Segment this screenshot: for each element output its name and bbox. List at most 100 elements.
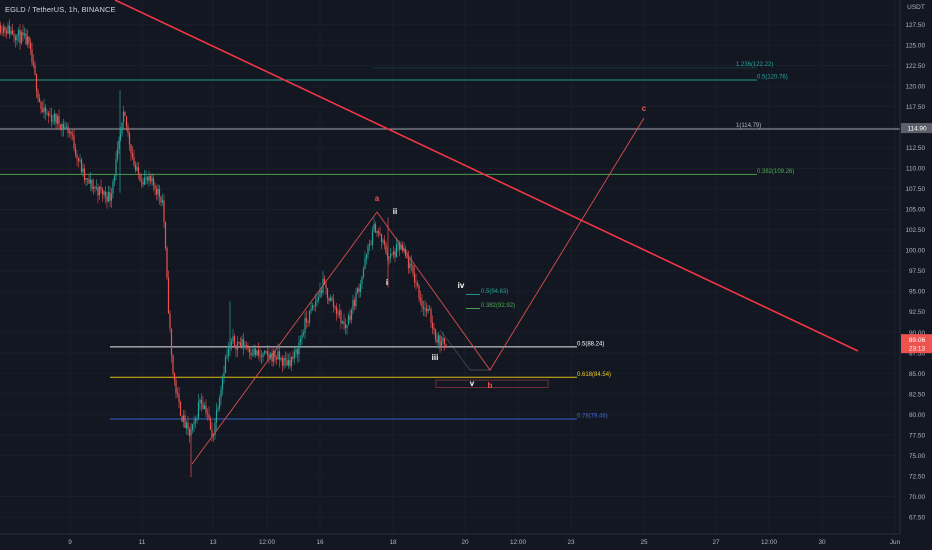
candle-body — [223, 372, 225, 378]
candle-body — [277, 351, 279, 360]
candle-body — [380, 234, 383, 242]
candle-body — [79, 159, 81, 161]
candle-body — [20, 32, 23, 44]
candle-body — [35, 73, 38, 92]
candle-body — [28, 36, 30, 43]
candle-body — [347, 315, 350, 325]
candle-body — [1, 32, 3, 34]
candle-body — [365, 254, 368, 259]
candle-body — [199, 399, 201, 403]
candle-body — [377, 231, 380, 233]
candle-body — [163, 200, 165, 223]
price-axis[interactable]: 67.50 70.00 72.50 75.00 77.50 80.00 82.50 85.00… — [899, 0, 932, 550]
candle-body — [284, 358, 287, 361]
fib-level-label: 1(114.79) — [736, 123, 761, 129]
candle-body — [170, 328, 173, 356]
candle-body — [68, 131, 71, 133]
candle-body — [338, 310, 341, 315]
candle-body — [116, 148, 119, 160]
candle-body — [47, 113, 50, 116]
candle-body — [50, 115, 53, 122]
candle-body — [241, 339, 243, 346]
candle-body — [259, 355, 261, 357]
candle-body — [215, 409, 218, 423]
y-tick-label: 105.00 — [905, 207, 925, 214]
candle-body — [428, 308, 431, 310]
candle-body — [103, 191, 105, 195]
candle-body — [205, 405, 207, 414]
candle-body — [326, 288, 329, 299]
candle-body — [104, 191, 107, 197]
y-tick-label: 67.50 — [909, 514, 925, 521]
candle-body — [38, 97, 41, 102]
candle-body — [209, 418, 212, 430]
price-axis-bg — [900, 0, 932, 550]
candle-body — [407, 258, 410, 269]
candle-body — [158, 188, 161, 197]
candle-body — [308, 311, 311, 323]
candle-body — [421, 300, 423, 307]
candle-body — [121, 122, 123, 134]
candle-body — [46, 113, 48, 114]
candle-body — [419, 297, 422, 301]
candle-body — [173, 372, 176, 381]
wave-label-v: v — [470, 379, 475, 388]
candle-body — [443, 337, 446, 345]
fib-level-label: 0.382(109.26) — [757, 169, 794, 175]
candle-body — [254, 348, 257, 356]
candle-body — [337, 313, 339, 315]
candle-body — [250, 352, 252, 356]
candle-body — [178, 394, 180, 402]
candle-body — [76, 154, 78, 159]
candle-body — [14, 36, 17, 41]
candle-body — [274, 351, 276, 358]
candle-body — [92, 186, 95, 189]
candle-body — [227, 348, 230, 356]
candle-body — [52, 120, 54, 122]
candle-body — [221, 377, 224, 390]
candle-body — [263, 351, 266, 354]
candle-body — [179, 401, 182, 416]
fib-level-label: 0.78(79.46) — [577, 413, 608, 419]
candle-body — [10, 30, 12, 35]
candle-body — [265, 351, 267, 353]
candle-body — [155, 189, 158, 195]
candle-body — [98, 186, 101, 196]
candle-body — [196, 418, 198, 419]
price-marker-badge — [901, 123, 932, 134]
candle-body — [65, 126, 68, 128]
candle-body — [242, 339, 245, 348]
x-tick-label: 30 — [818, 539, 826, 546]
candle-body — [125, 116, 128, 127]
candle-body — [340, 310, 342, 324]
candle-body — [134, 164, 137, 171]
candle-body — [349, 315, 351, 320]
candle-body — [94, 186, 96, 189]
candle-body — [56, 116, 59, 124]
x-tick-label: Jun — [890, 539, 901, 546]
price-marker-label: 114.90 — [907, 125, 927, 132]
candle-body — [248, 348, 251, 353]
candle-body — [275, 357, 278, 360]
y-tick-label: 112.50 — [906, 145, 926, 152]
time-axis[interactable]: 9 11 13 12:00 16 18 20 12:00 23 25 27 12:00 30 Jun — [0, 533, 932, 550]
candle-body — [311, 305, 314, 309]
candle-body — [107, 192, 110, 202]
time-axis-bg — [0, 534, 932, 550]
candle-body — [64, 127, 66, 129]
fib-levels: 0.5(88.24) 0.618(84.54) 0.78(79.46) 0.5(120… — [0, 62, 900, 420]
y-tick-label: 107.50 — [905, 186, 925, 193]
candle-body — [220, 389, 222, 399]
candle-body — [269, 353, 272, 358]
candle-body — [143, 177, 146, 185]
candle-body — [74, 148, 77, 155]
candle-body — [25, 33, 27, 45]
candle-body — [184, 415, 186, 429]
candle-body — [146, 177, 149, 181]
candle-body — [437, 335, 440, 343]
candle-body — [32, 62, 35, 65]
fib-level-label: 1.236(122.22) — [736, 62, 773, 68]
candle-body — [244, 345, 246, 348]
candle-body — [430, 309, 432, 323]
